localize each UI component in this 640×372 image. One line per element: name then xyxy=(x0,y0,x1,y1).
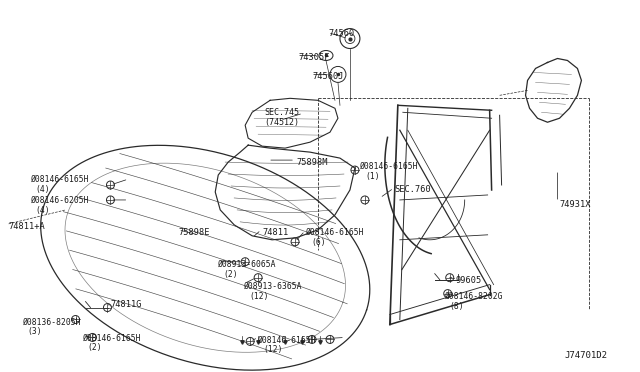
Text: (6): (6) xyxy=(311,238,326,247)
Text: 99605: 99605 xyxy=(456,276,482,285)
Text: 74560: 74560 xyxy=(328,29,354,38)
Text: J74701D2: J74701D2 xyxy=(564,352,607,360)
Text: 74931X: 74931X xyxy=(559,200,591,209)
Text: (2): (2) xyxy=(223,270,238,279)
Text: (12): (12) xyxy=(249,292,269,301)
Text: Ø08136-8205H: Ø08136-8205H xyxy=(22,318,81,327)
Text: 75898E: 75898E xyxy=(179,228,210,237)
Text: (1): (1) xyxy=(365,172,380,181)
Text: Ø08146-6165H: Ø08146-6165H xyxy=(83,333,141,343)
Text: (3): (3) xyxy=(28,327,42,336)
Text: Ø08146-6165H: Ø08146-6165H xyxy=(258,336,317,344)
Text: 74811G: 74811G xyxy=(111,299,142,309)
Text: (12): (12) xyxy=(263,346,283,355)
Text: Ø08146-6165H: Ø08146-6165H xyxy=(360,162,419,171)
Text: (4): (4) xyxy=(36,206,51,215)
Text: 74305F: 74305F xyxy=(298,52,330,61)
Text: 75898M: 75898M xyxy=(296,158,328,167)
Text: (8): (8) xyxy=(450,302,465,311)
Text: Ø08146-6165H: Ø08146-6165H xyxy=(31,175,89,184)
Text: Ø08146-8202G: Ø08146-8202G xyxy=(445,292,503,301)
Text: (2): (2) xyxy=(88,343,102,352)
Text: Ø08146-6165H: Ø08146-6165H xyxy=(306,228,365,237)
Text: Ø08146-6205H: Ø08146-6205H xyxy=(31,196,89,205)
Text: Ø08913-6065A: Ø08913-6065A xyxy=(218,260,276,269)
Text: 74560J: 74560J xyxy=(312,73,344,81)
Text: 74811+A: 74811+A xyxy=(9,222,45,231)
Text: Ø08913-6365A: Ø08913-6365A xyxy=(244,282,303,291)
Text: 74811: 74811 xyxy=(262,228,289,237)
Text: (74512): (74512) xyxy=(264,118,299,127)
Text: (4): (4) xyxy=(36,185,51,194)
Text: SEC.745: SEC.745 xyxy=(264,108,299,117)
Text: SEC.760: SEC.760 xyxy=(395,185,431,194)
